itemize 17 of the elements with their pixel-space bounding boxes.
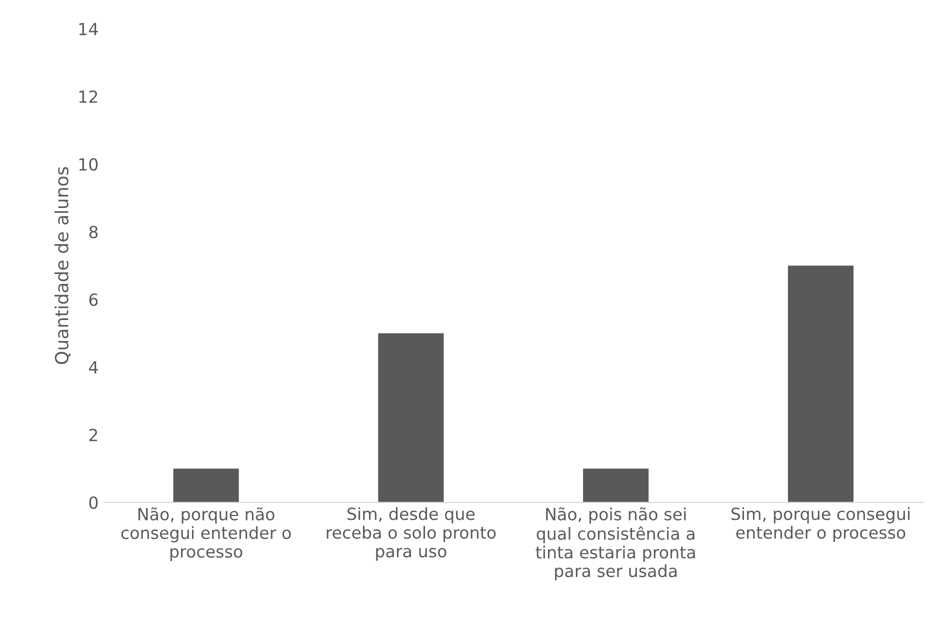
y-tick-label: 4 [88, 361, 98, 374]
x-tick-label: Sim, porque consegui entender o processo [731, 507, 910, 542]
x-tick-label: Não, pois não sei qual consistência a tinta estaria pronta para ser usada [536, 507, 695, 580]
bar [788, 266, 854, 502]
y-axis-title: Quantidade de alunos [54, 167, 71, 364]
y-tick-label: 2 [89, 428, 98, 442]
bar [583, 468, 649, 502]
x-tick-label: Não, porque não consegui entender o processo [121, 507, 291, 561]
y-tick-label: 12 [79, 90, 98, 103]
bar [173, 468, 239, 502]
y-tick-label: 6 [89, 293, 98, 306]
x-tick-label: Sim, desde que receba o solo pronto para uso [326, 507, 496, 561]
y-tick-label: 10 [79, 158, 98, 171]
y-tick-label: 8 [89, 226, 98, 238]
bar [378, 333, 444, 502]
y-tick-label: 14 [79, 22, 98, 36]
y-tick-label: 0 [89, 496, 98, 509]
